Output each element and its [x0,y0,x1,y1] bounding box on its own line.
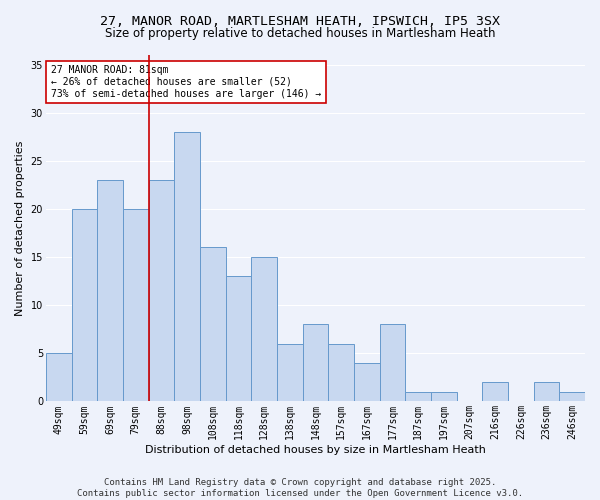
Bar [380,324,405,402]
Bar [405,392,431,402]
Bar [559,392,585,402]
Y-axis label: Number of detached properties: Number of detached properties [15,140,25,316]
Text: Size of property relative to detached houses in Martlesham Heath: Size of property relative to detached ho… [105,28,495,40]
Bar [533,382,559,402]
Bar [354,363,380,402]
Bar [46,354,71,402]
Bar [174,132,200,402]
Text: 27, MANOR ROAD, MARTLESHAM HEATH, IPSWICH, IP5 3SX: 27, MANOR ROAD, MARTLESHAM HEATH, IPSWIC… [100,15,500,28]
Bar [302,324,328,402]
Bar [482,382,508,402]
Bar [328,344,354,402]
Text: Contains HM Land Registry data © Crown copyright and database right 2025.
Contai: Contains HM Land Registry data © Crown c… [77,478,523,498]
Bar [431,392,457,402]
Bar [149,180,174,402]
Bar [277,344,302,402]
X-axis label: Distribution of detached houses by size in Martlesham Heath: Distribution of detached houses by size … [145,445,486,455]
Bar [251,257,277,402]
Bar [226,276,251,402]
Bar [123,209,149,402]
Bar [200,248,226,402]
Bar [97,180,123,402]
Text: 27 MANOR ROAD: 81sqm
← 26% of detached houses are smaller (52)
73% of semi-detac: 27 MANOR ROAD: 81sqm ← 26% of detached h… [51,66,322,98]
Bar [71,209,97,402]
